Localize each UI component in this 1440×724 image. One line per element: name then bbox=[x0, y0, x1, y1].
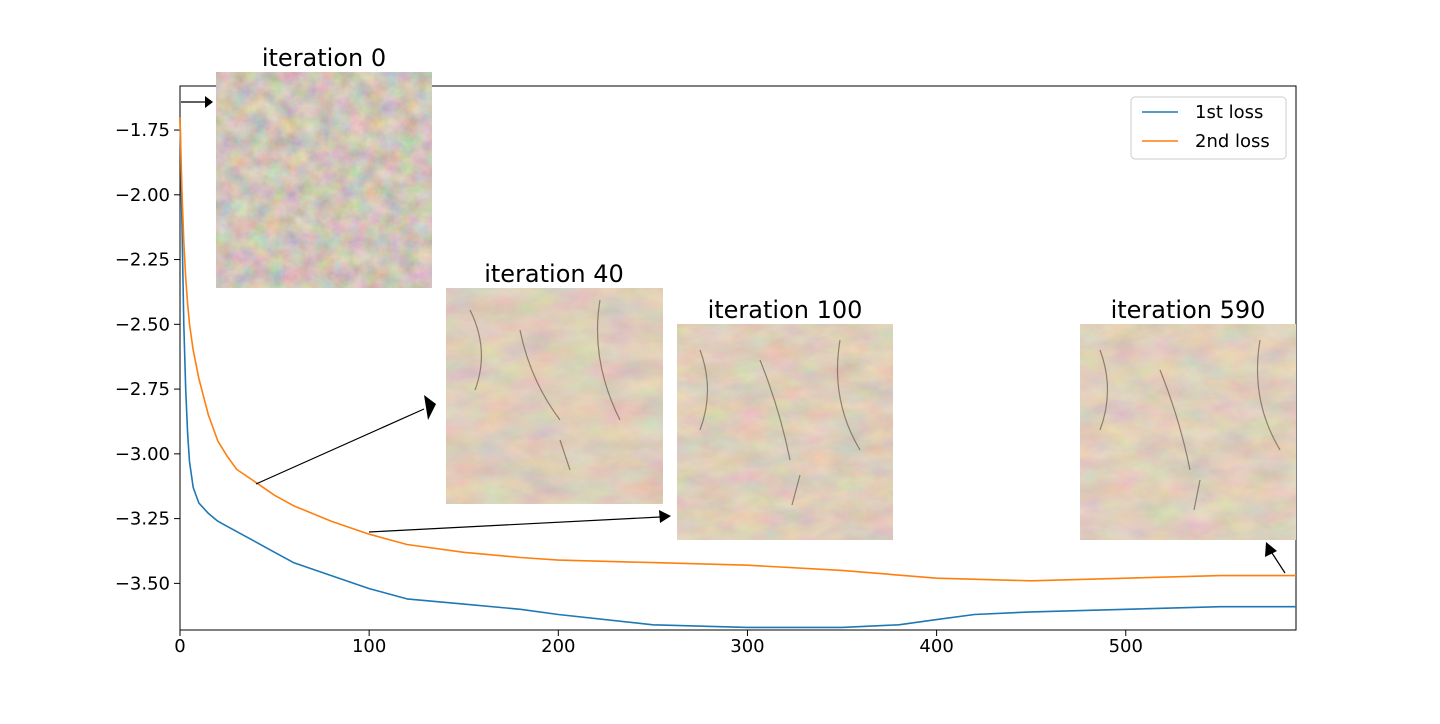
texture-image-iteration-100 bbox=[677, 324, 893, 540]
legend-label-1st-loss: 1st loss bbox=[1195, 102, 1263, 123]
annotation-arrows bbox=[181, 96, 1286, 574]
y-tick-label: −2.25 bbox=[115, 250, 170, 271]
x-tick-label: 400 bbox=[919, 636, 953, 657]
x-tick-label: 500 bbox=[1109, 636, 1143, 657]
inset-title-iteration-40: iteration 40 bbox=[484, 260, 624, 288]
texture-image-iteration-40 bbox=[446, 288, 663, 504]
texture-image-iteration-0 bbox=[216, 72, 432, 288]
arrow-iteration-0 bbox=[181, 96, 213, 108]
y-tick-label: −3.50 bbox=[115, 573, 170, 594]
legend: 1st loss 2nd loss bbox=[1130, 96, 1287, 160]
y-tick-label: −2.75 bbox=[115, 379, 170, 400]
y-axis: −1.75 −2.00 −2.25 −2.50 −2.75 −3.00 −3.25 −3.50 bbox=[115, 120, 180, 594]
y-tick-label: −3.25 bbox=[115, 509, 170, 530]
x-tick-label: 0 bbox=[174, 636, 185, 657]
x-axis: 0 100 200 300 400 500 bbox=[174, 630, 1143, 657]
arrow-iteration-40 bbox=[255, 395, 436, 485]
texture-cracks-iteration-40 bbox=[469, 299, 621, 471]
texture-cracks-iteration-590 bbox=[1099, 339, 1281, 511]
texture-image-iteration-590 bbox=[1080, 324, 1296, 540]
inset-title-iteration-100: iteration 100 bbox=[708, 296, 863, 324]
inset-iteration-100: iteration 100 bbox=[677, 296, 893, 540]
texture-cracks-iteration-100 bbox=[699, 339, 861, 506]
y-tick-label: −2.00 bbox=[115, 185, 170, 206]
inset-iteration-0: iteration 0 bbox=[216, 44, 432, 288]
series-line-1st-loss bbox=[179, 117, 1296, 629]
legend-label-2nd-loss: 2nd loss bbox=[1195, 131, 1270, 152]
inset-iteration-40: iteration 40 bbox=[446, 260, 663, 504]
series-layer bbox=[179, 117, 1296, 629]
y-tick-label: −1.75 bbox=[115, 120, 170, 141]
arrow-iteration-100 bbox=[368, 510, 671, 533]
inset-iteration-590: iteration 590 bbox=[1080, 296, 1296, 540]
series-line-2nd-loss bbox=[179, 117, 1296, 582]
y-tick-label: −3.00 bbox=[115, 444, 170, 465]
x-tick-label: 300 bbox=[730, 636, 764, 657]
x-tick-label: 100 bbox=[352, 636, 386, 657]
arrow-iteration-590 bbox=[1265, 542, 1286, 574]
x-tick-label: 200 bbox=[541, 636, 575, 657]
inset-title-iteration-0: iteration 0 bbox=[262, 44, 386, 72]
inset-title-iteration-590: iteration 590 bbox=[1111, 296, 1266, 324]
y-tick-label: −2.50 bbox=[115, 314, 170, 335]
